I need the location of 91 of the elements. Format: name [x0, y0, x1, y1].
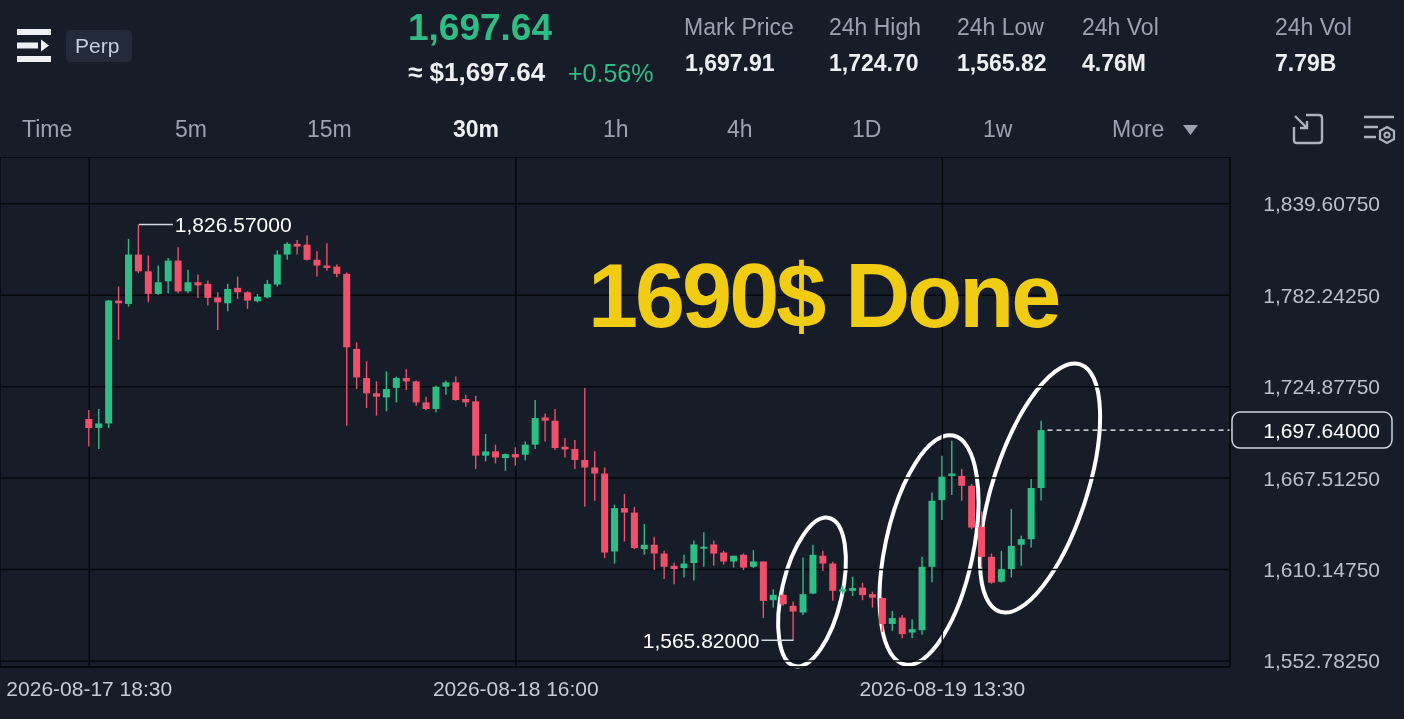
candlestick	[908, 618, 916, 640]
text: 4.76M	[1082, 50, 1146, 78]
text: 7.79B	[1275, 50, 1337, 78]
text: 1,697.91	[685, 50, 775, 78]
candlestick	[134, 223, 142, 275]
candlestick	[492, 443, 500, 465]
text: 1,565.82	[957, 50, 1047, 78]
candlestick	[363, 360, 371, 409]
annotation: 1,565.82000	[642, 628, 760, 652]
candlestick	[234, 275, 242, 300]
text: ≈ $1,697.64	[408, 57, 546, 89]
text: Perp	[75, 33, 120, 59]
candlestick	[958, 468, 966, 502]
x-tick-label: 2026-08-19 13:30	[859, 676, 1026, 700]
candlestick	[819, 550, 827, 572]
annotation: 1,826.57000	[174, 213, 292, 237]
x-tick-label: 2026-08-18 16:00	[432, 676, 599, 700]
candlestick	[372, 380, 380, 417]
candlestick	[888, 610, 896, 632]
candlestick	[938, 454, 946, 521]
candlestick	[1007, 508, 1015, 579]
candlestick	[541, 412, 549, 443]
candlestick	[224, 283, 232, 312]
candlestick	[680, 554, 688, 579]
x-tick-label: 2026-08-17 18:30	[6, 676, 173, 700]
candlestick	[194, 273, 202, 299]
candlestick	[650, 536, 658, 571]
candlestick	[898, 614, 906, 640]
candlestick	[303, 234, 311, 262]
text: 1690$ Done	[588, 245, 1059, 348]
candlestick	[690, 539, 698, 582]
text: 24h Vol	[1275, 14, 1352, 42]
ref-line-label: 1,697.64000	[1263, 418, 1380, 442]
text: 1D	[852, 116, 882, 144]
candlestick	[849, 576, 857, 597]
y-tick-label: 1,724.87750	[1263, 375, 1380, 399]
text: 24h High	[829, 14, 922, 42]
candlestick	[402, 368, 410, 391]
candlestick	[184, 269, 192, 294]
candlestick	[85, 409, 93, 448]
text: +0.56%	[568, 58, 654, 88]
y-tick-label: 1,610.14750	[1263, 558, 1380, 582]
candlestick	[432, 385, 440, 414]
candlestick	[1017, 535, 1025, 567]
candlestick	[789, 600, 797, 641]
candlestick	[164, 257, 172, 294]
candlestick	[412, 379, 420, 407]
text: 5m	[175, 116, 207, 144]
text: 30m	[453, 116, 500, 144]
text: More	[1112, 116, 1165, 144]
candlestick	[670, 561, 678, 585]
text: 1,724.70	[829, 50, 919, 78]
candlestick	[700, 531, 708, 568]
candlestick	[660, 550, 668, 580]
candlestick	[95, 408, 103, 450]
candlestick	[263, 279, 271, 300]
candlestick	[313, 250, 321, 278]
candlestick	[620, 493, 628, 543]
text: 1h	[603, 116, 629, 144]
text: Time	[22, 116, 73, 144]
candlestick	[571, 439, 579, 470]
candlestick	[154, 264, 162, 296]
y-tick-label: 1,552.78250	[1263, 649, 1380, 673]
candlestick	[382, 370, 390, 413]
candlestick	[591, 450, 599, 502]
candlestick	[442, 379, 450, 396]
y-tick-label: 1,667.51250	[1263, 466, 1380, 490]
candlestick	[482, 433, 490, 463]
y-tick-label: 1,839.60750	[1263, 192, 1380, 216]
candlestick	[997, 550, 1005, 584]
text: 24h Vol	[1082, 14, 1159, 42]
text: 24h Low	[957, 14, 1044, 42]
candlestick	[511, 446, 519, 467]
text: Mark Price	[684, 14, 794, 42]
candlestick	[710, 539, 718, 567]
candlestick	[769, 588, 777, 609]
candlestick	[452, 375, 460, 402]
candlestick	[204, 279, 212, 307]
text: 1w	[983, 116, 1013, 144]
y-tick-label: 1,782.24250	[1263, 283, 1380, 307]
candlestick	[214, 291, 222, 331]
candlestick	[144, 254, 152, 304]
candlestick	[521, 440, 529, 461]
candlestick	[799, 556, 807, 616]
candlestick	[581, 387, 589, 508]
text: 4h	[727, 116, 753, 144]
candlestick	[640, 523, 648, 556]
text: 1,697.64	[408, 5, 553, 50]
candlestick	[293, 239, 301, 256]
text: 15m	[307, 116, 352, 144]
candlestick	[392, 375, 400, 404]
